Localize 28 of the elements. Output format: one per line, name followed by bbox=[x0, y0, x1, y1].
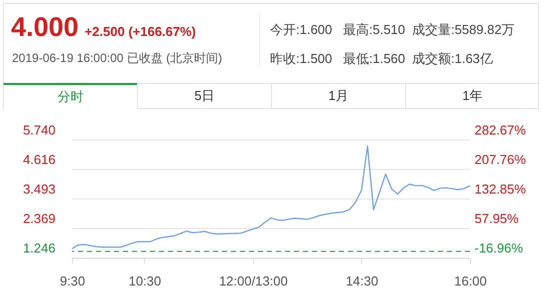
y2-tick-label: 57.95% bbox=[474, 211, 520, 226]
x-tick-label: 14:30 bbox=[346, 274, 378, 288]
chart-title: 4.000 bbox=[11, 12, 79, 42]
chart-subtitle: +2.500 (+166.67%) bbox=[84, 24, 196, 39]
y-tick-label: 3.493 bbox=[22, 182, 56, 196]
x-tick-label: 16:00 bbox=[454, 274, 487, 288]
text: 成交量:5589.82万 bbox=[412, 21, 515, 39]
text: 分时 bbox=[3, 83, 137, 109]
y2-tick-label: 207.76% bbox=[474, 152, 526, 167]
text: 最高:5.510 bbox=[343, 21, 406, 39]
y-tick-label: 4.616 bbox=[22, 152, 56, 168]
text: 成交额:1.63亿 bbox=[412, 50, 493, 68]
y2-tick-label: 282.67% bbox=[474, 122, 526, 138]
y-tick-label: 2.369 bbox=[22, 211, 56, 226]
y-tick-label: 5.740 bbox=[22, 122, 56, 138]
x-tick-label: 12:00/13:00 bbox=[219, 274, 288, 288]
x-tick-label: 10:30 bbox=[128, 274, 162, 288]
text: 昨收:1.500 bbox=[270, 50, 332, 68]
y2-tick-label: -16.96% bbox=[474, 240, 524, 256]
y2-tick-label: 132.85% bbox=[474, 182, 526, 196]
text: 今开:1.600 bbox=[270, 21, 332, 39]
text: 5日 bbox=[137, 83, 271, 109]
text: 最低:1.560 bbox=[343, 50, 406, 68]
text: 1月 bbox=[271, 83, 405, 109]
text: 1年 bbox=[405, 83, 539, 109]
y-tick-label: 1.246 bbox=[22, 240, 56, 256]
text: 2019-06-19 16:00:00 已收盘 (北京时间) bbox=[12, 50, 222, 67]
x-tick-label: 9:30 bbox=[60, 274, 86, 288]
